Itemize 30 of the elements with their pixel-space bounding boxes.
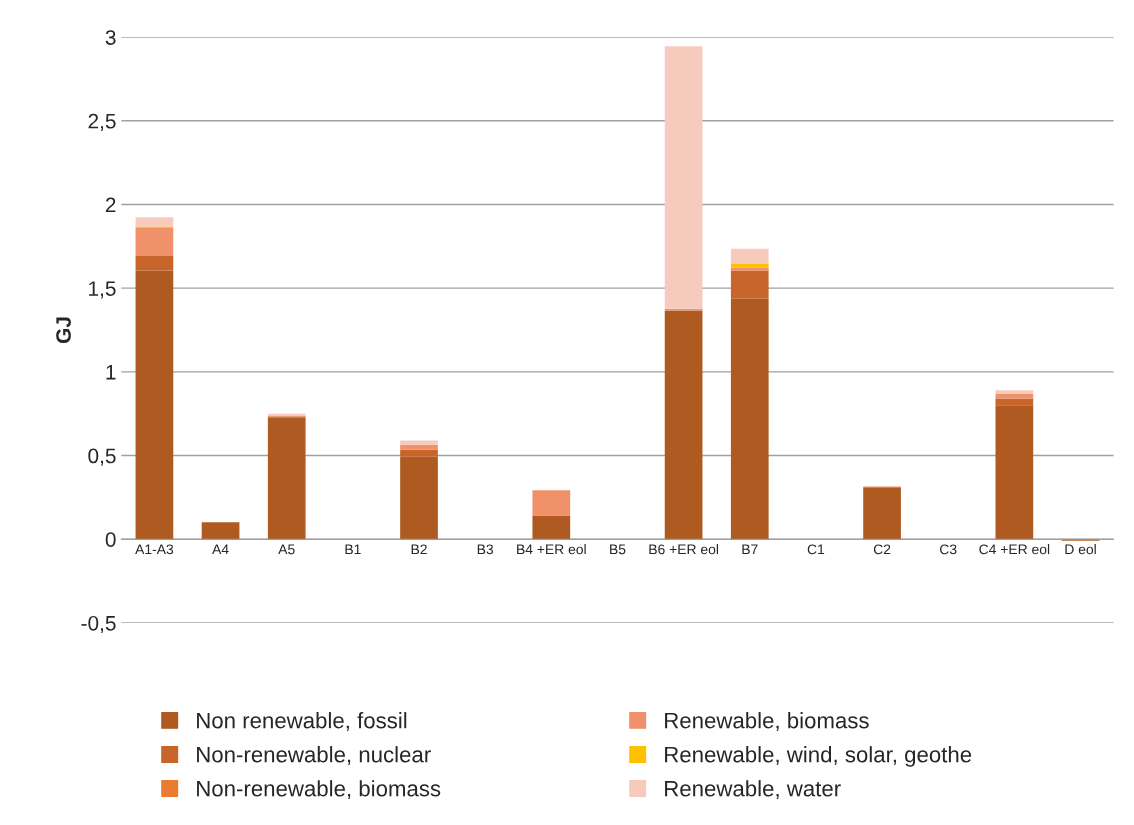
x-tick-label: B2: [411, 544, 427, 555]
x-tick-label: A1-A3: [135, 544, 174, 555]
y-axis-title: GJ: [56, 317, 71, 344]
x-tick-label: C3: [940, 544, 957, 555]
x-tick-label: B4 +ER eol: [517, 544, 586, 555]
x-tick-label: C1: [807, 544, 825, 555]
x-tick-label: C4 +ER eol: [979, 544, 1050, 555]
x-tick-label: D eol: [1065, 544, 1096, 555]
y-tick-label: 3: [105, 30, 116, 45]
x-tick-label: B5: [610, 544, 626, 555]
legend-label: Non renewable, fossil: [197, 712, 407, 732]
x-tick-label: B7: [742, 544, 758, 555]
legend-label: Renewable, water: [665, 780, 841, 800]
legend-label: Renewable, wind, solar, geothe: [665, 746, 972, 767]
y-tick-label: 0,5: [88, 448, 116, 466]
y-tick-label: 2: [105, 197, 116, 213]
x-tick-label: B6 +ER eol: [649, 544, 719, 555]
x-tick-label: B3: [477, 544, 494, 555]
x-tick-label: B1: [345, 544, 361, 555]
y-tick-label: 2,5: [88, 113, 116, 132]
x-tick-label: A5: [278, 544, 295, 555]
y-tick-label: 1,5: [89, 281, 116, 299]
legend-label: Renewable, biomass: [665, 712, 869, 732]
y-tick-label: -0,5: [81, 615, 116, 634]
y-tick-label: 0: [105, 532, 116, 547]
x-tick-label: A4: [212, 544, 229, 555]
x-tick-label: C2: [873, 544, 891, 555]
legend-label: Non-renewable, nuclear: [197, 746, 431, 766]
y-tick-label: 1: [106, 365, 116, 380]
legend-label: Non-renewable, biomass: [197, 780, 441, 800]
